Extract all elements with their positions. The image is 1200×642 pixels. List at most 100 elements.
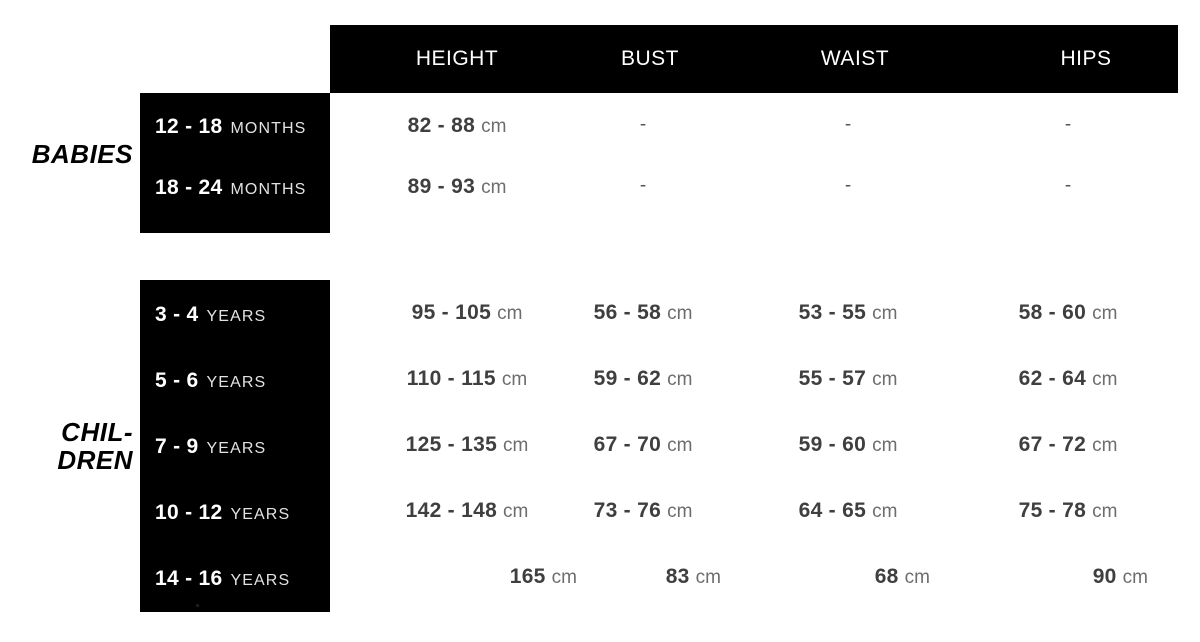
table-header-bar: HEIGHT BUST WAIST HIPS: [330, 25, 1178, 93]
age-unit-label: YEARS: [206, 374, 267, 391]
age-range-label: 12 - 18: [155, 115, 223, 138]
value-text: 95 - 105: [411, 301, 492, 324]
unit-text: cm: [872, 501, 898, 522]
empty-marker: -: [844, 175, 852, 196]
age-unit-label: MONTHS: [230, 120, 307, 137]
age-row-children-3[interactable]: 10 - 12 YEARS: [155, 501, 290, 527]
group-label-babies: BABIES: [31, 139, 133, 169]
value-text: 142 - 148: [405, 499, 498, 522]
cell-babies-0-hips: -: [998, 114, 1138, 142]
empty-marker: -: [844, 114, 852, 135]
cell-children-4-hips: 90 cm: [998, 565, 1148, 593]
column-header-waist-label: WAIST: [820, 47, 890, 70]
unit-text: cm: [667, 435, 693, 456]
cell-children-0-hips: 58 - 60 cm: [998, 301, 1138, 329]
age-range-label: 7 - 9: [155, 435, 199, 458]
cell-children-3-waist: 64 - 65 cm: [778, 499, 918, 527]
cell-babies-1-hips: -: [998, 175, 1138, 203]
cell-children-4-waist: 68 cm: [778, 565, 930, 593]
column-header-hips-label: HIPS: [1060, 47, 1112, 70]
unit-text: cm: [667, 303, 693, 324]
cell-children-0-waist: 53 - 55 cm: [778, 301, 918, 329]
value-text: 59 - 62: [593, 367, 662, 390]
value-text: 90: [1092, 565, 1117, 588]
value-text: 75 - 78: [1018, 499, 1087, 522]
value-text: 67 - 72: [1018, 433, 1087, 456]
value-text: 110 - 115: [406, 367, 496, 390]
column-header-height: HEIGHT: [330, 25, 584, 93]
value-text: 125 - 135: [405, 433, 498, 456]
column-header-waist: WAIST: [716, 25, 994, 93]
column-header-hips: HIPS: [994, 25, 1178, 93]
cell-babies-0-height: 82 - 88 cm: [357, 114, 557, 142]
cell-babies-0-bust: -: [573, 114, 713, 142]
age-unit-label: MONTHS: [230, 181, 307, 198]
age-row-children-1[interactable]: 5 - 6 YEARS: [155, 369, 266, 395]
speck-artifact: [196, 604, 199, 607]
age-unit-label: YEARS: [206, 308, 267, 325]
unit-text: cm: [501, 369, 528, 390]
cell-children-4-height: 165 cm: [357, 565, 577, 593]
empty-marker: -: [1064, 175, 1072, 196]
cell-children-2-height: 125 - 135 cm: [357, 433, 577, 461]
age-block-babies: 12 - 18 MONTHS 18 - 24 MONTHS: [140, 93, 330, 233]
age-unit-label: YEARS: [230, 572, 291, 589]
value-text: 59 - 60: [798, 433, 867, 456]
value-text: 67 - 70: [593, 433, 662, 456]
value-text: 82 - 88: [407, 114, 476, 137]
age-row-children-4[interactable]: 14 - 16 YEARS: [155, 567, 290, 593]
value-text: 83: [665, 565, 690, 588]
empty-marker: -: [639, 114, 647, 135]
age-row-babies-0[interactable]: 12 - 18 MONTHS: [155, 115, 306, 141]
unit-text: cm: [551, 567, 577, 588]
age-row-children-2[interactable]: 7 - 9 YEARS: [155, 435, 266, 461]
unit-text: cm: [481, 116, 507, 137]
value-text: 165: [509, 565, 546, 588]
column-header-bust-label: BUST: [620, 47, 679, 70]
unit-text: cm: [503, 501, 529, 522]
unit-text: cm: [1122, 567, 1148, 588]
age-row-babies-1[interactable]: 18 - 24 MONTHS: [155, 176, 306, 202]
value-text: 55 - 57: [798, 367, 867, 390]
value-text: 58 - 60: [1018, 301, 1087, 324]
value-text: 62 - 64: [1018, 367, 1087, 390]
unit-text: cm: [497, 303, 523, 324]
unit-text: cm: [503, 435, 529, 456]
column-header-height-label: HEIGHT: [415, 47, 499, 70]
cell-babies-1-waist: -: [778, 175, 918, 203]
age-range-label: 5 - 6: [155, 369, 199, 392]
empty-marker: -: [1064, 114, 1072, 135]
cell-children-1-hips: 62 - 64 cm: [998, 367, 1138, 395]
age-row-children-0[interactable]: 3 - 4 YEARS: [155, 303, 266, 329]
value-text: 89 - 93: [407, 175, 476, 198]
age-range-label: 10 - 12: [155, 501, 223, 524]
cell-children-0-bust: 56 - 58 cm: [573, 301, 713, 329]
cell-children-1-waist: 55 - 57 cm: [778, 367, 918, 395]
unit-text: cm: [1092, 435, 1118, 456]
unit-text: cm: [872, 303, 898, 324]
cell-babies-0-waist: -: [778, 114, 918, 142]
column-header-bust: BUST: [584, 25, 716, 93]
age-range-label: 3 - 4: [155, 303, 199, 326]
cell-children-1-height: 110 - 115 cm: [357, 367, 577, 395]
empty-marker: -: [639, 175, 647, 196]
cell-children-2-hips: 67 - 72 cm: [998, 433, 1138, 461]
unit-text: cm: [904, 567, 930, 588]
unit-text: cm: [667, 369, 693, 390]
cell-children-2-waist: 59 - 60 cm: [778, 433, 918, 461]
group-label-children: CHIL- DREN: [57, 417, 133, 476]
value-text: 53 - 55: [798, 301, 867, 324]
age-range-label: 14 - 16: [155, 567, 223, 590]
age-unit-label: YEARS: [206, 440, 267, 457]
unit-text: cm: [1092, 501, 1118, 522]
unit-text: cm: [872, 369, 898, 390]
cell-children-3-height: 142 - 148 cm: [357, 499, 577, 527]
cell-children-4-bust: 83 cm: [573, 565, 721, 593]
cell-babies-1-height: 89 - 93 cm: [357, 175, 557, 203]
cell-babies-1-bust: -: [573, 175, 713, 203]
value-text: 68: [874, 565, 899, 588]
unit-text: cm: [1092, 303, 1118, 324]
unit-text: cm: [695, 567, 721, 588]
value-text: 56 - 58: [593, 301, 662, 324]
unit-text: cm: [667, 501, 693, 522]
